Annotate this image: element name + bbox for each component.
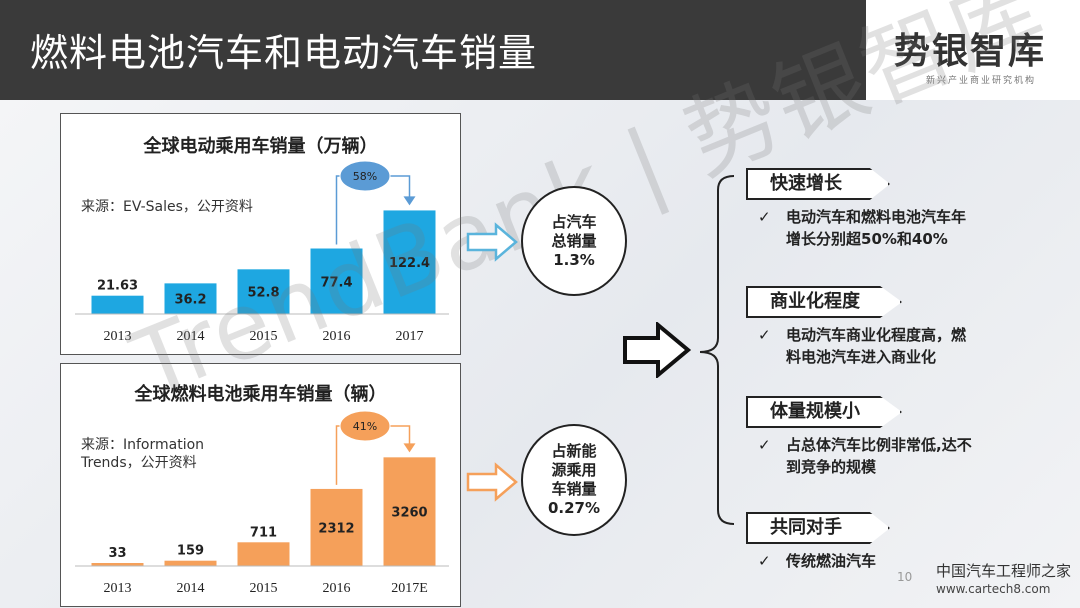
point-description: 传统燃油汽车 <box>786 550 876 572</box>
logo: 势银智库 新兴产业商业研究机构 <box>866 0 1080 100</box>
point-description-line: 占总体汽车比例非常低,达不 <box>786 436 972 454</box>
point-description: 占总体汽车比例非常低,达不 到竞争的规模 <box>786 434 972 478</box>
fcv-bar <box>91 563 144 566</box>
fcv-bar-chart: 33 2013 159 2014 711 2015 2312 2016 3260 2017E 41% <box>75 410 449 596</box>
point-tag: 商业化程度 <box>746 286 902 318</box>
big-arrow-right-icon <box>623 322 692 378</box>
point-description-line: 传统燃油汽车 <box>786 552 877 570</box>
logo-text: 势银智库 <box>894 31 1047 72</box>
fcv-value-label: 33 <box>108 546 126 561</box>
ev-value-label: 36.2 <box>174 293 206 308</box>
point-description: 电动汽车和燃料电池汽车年 增长分别超50%和40% <box>786 206 966 250</box>
ev-value-label: 122.4 <box>389 256 430 271</box>
ev-value-label: 52.8 <box>247 286 279 301</box>
ev-category-label: 2016 <box>323 329 351 344</box>
fcv-share-circle: 占新能 源乘用 车销量 0.27% <box>521 424 627 536</box>
fcv-value-label: 2312 <box>318 521 354 536</box>
fcv-value-label: 711 <box>250 525 277 540</box>
ev-chart-title: 全球电动乘用车销量（万辆） <box>143 136 378 157</box>
ev-value-label: 21.63 <box>97 279 138 294</box>
ev-category-label: 2014 <box>177 329 205 344</box>
fcv-value-label: 159 <box>177 544 204 559</box>
fcv-sales-chart-panel: 全球燃料电池乘用车销量（辆） 来源：Information Trends，公开资… <box>60 363 461 607</box>
check-icon: ✓ <box>758 208 771 226</box>
fcv-category-label: 2015 <box>250 581 278 596</box>
ev-bar <box>383 210 436 314</box>
fcv-category-label: 2013 <box>104 581 132 596</box>
page-number: 10 <box>897 570 913 584</box>
fcv-bar <box>237 542 290 566</box>
fcv-category-label: 2017E <box>391 581 428 596</box>
fcv-chart-source-line-1: 来源：Information <box>81 437 205 453</box>
logo-subtitle: 新兴产业商业研究机构 <box>926 76 1037 86</box>
point-tag: 快速增长 <box>746 168 890 200</box>
ev-bar <box>237 269 290 314</box>
fcv-bar <box>383 457 436 566</box>
point-description: 电动汽车商业化程度高，燃 料电池汽车进入商业化 <box>786 324 966 368</box>
fcv-bar <box>310 488 363 566</box>
ev-share-circle: 占汽车 总销量 1.3% <box>521 186 627 296</box>
point-tag: 体量规模小 <box>746 396 902 428</box>
header-bar: 燃料电池汽车和电动汽车销量 <box>0 0 866 100</box>
ev-sales-chart-panel: 全球电动乘用车销量（万辆） 来源：EV-Sales，公开资料 21.63 2013… <box>60 113 461 355</box>
fcv-bar <box>164 560 217 566</box>
page-title: 燃料电池汽车和电动汽车销量 <box>30 31 538 75</box>
fcv-chart-title: 全球燃料电池乘用车销量（辆） <box>134 384 387 405</box>
ev-bar <box>310 248 363 314</box>
fcv-category-label: 2014 <box>177 581 205 596</box>
ev-bar <box>91 295 144 314</box>
point-description-line: 增长分别超50%和40% <box>786 230 948 248</box>
point-tag: 共同对手 <box>746 512 890 544</box>
ev-category-label: 2017 <box>396 329 424 344</box>
fcv-growth-label: 41% <box>353 420 377 433</box>
point-description-line: 料电池汽车进入商业化 <box>786 348 937 366</box>
fcv-value-label: 3260 <box>391 506 427 521</box>
fcv-category-label: 2016 <box>323 581 351 596</box>
footer-url: www.cartech8.com <box>936 582 1051 596</box>
ev-bar-chart: 21.63 2013 36.2 2014 52.8 2015 77.4 2016 122.4 20… <box>75 160 449 344</box>
fcv-growth-annotation: 41% <box>335 410 416 485</box>
check-icon: ✓ <box>758 436 771 454</box>
check-icon: ✓ <box>758 326 771 344</box>
ev-category-label: 2013 <box>104 329 132 344</box>
ev-value-label: 77.4 <box>320 275 352 290</box>
ev-growth-annotation: 58% <box>335 160 416 245</box>
footer-brand: 中国汽车工程师之家 <box>936 562 1072 580</box>
point-description-line: 电动汽车和燃料电池汽车年 <box>786 208 967 226</box>
ev-bar <box>164 283 217 314</box>
point-description-line: 到竞争的规模 <box>786 458 877 476</box>
check-icon: ✓ <box>758 552 771 570</box>
point-description-line: 电动汽车商业化程度高，燃 <box>786 326 967 344</box>
arrow-right-icon <box>466 222 518 262</box>
ev-chart-source: 来源：EV-Sales，公开资料 <box>81 199 253 215</box>
bracket <box>699 175 735 525</box>
ev-growth-label: 58% <box>353 170 377 183</box>
fcv-chart-source-line-2: Trends，公开资料 <box>81 455 197 471</box>
arrow-right-icon <box>466 462 518 502</box>
fcv-chart-source: 来源：Information Trends，公开资料 <box>81 436 204 472</box>
ev-category-label: 2015 <box>250 329 278 344</box>
